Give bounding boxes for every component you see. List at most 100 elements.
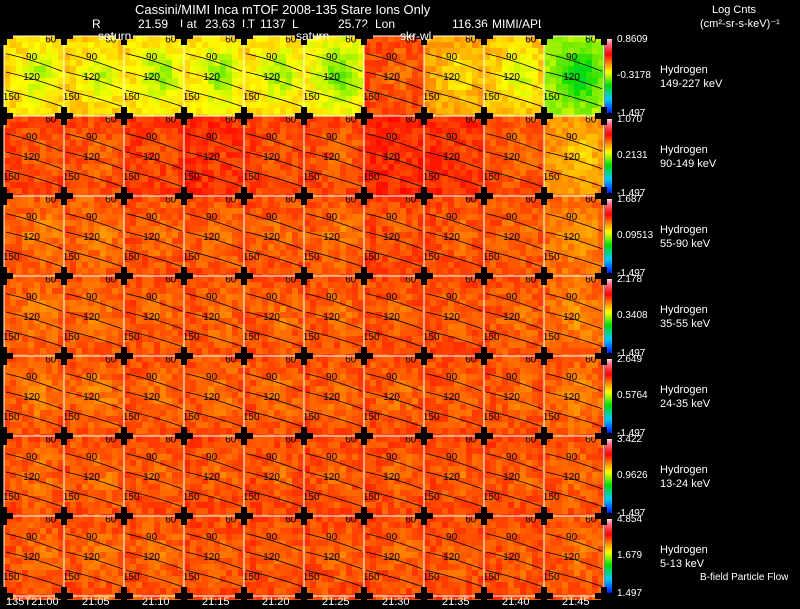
contour-label: 120 [503, 472, 520, 483]
contour-label: 90 [146, 452, 158, 463]
contour-label: 90 [146, 132, 158, 143]
contour-label: 60 [465, 194, 477, 205]
contour-line [545, 53, 603, 72]
contour-line [365, 231, 423, 250]
contour-label: 60 [465, 354, 477, 365]
time-tick-label: 21:45 [562, 596, 590, 608]
contour-label: 90 [86, 212, 98, 223]
cross-marker [295, 267, 313, 285]
cross-marker [475, 187, 493, 205]
cross-marker [535, 187, 553, 205]
contour-line [65, 471, 123, 490]
cross-marker [535, 347, 553, 365]
contour-line [365, 53, 423, 72]
contour-label: 90 [326, 52, 338, 63]
cross-marker [55, 507, 73, 525]
contour-line [245, 133, 303, 152]
contour-label: 90 [506, 452, 518, 463]
contour-label: 120 [83, 232, 100, 243]
contour-line [545, 373, 603, 392]
contour-label: 90 [326, 292, 338, 303]
contour-line [245, 410, 303, 427]
contour-label: 120 [23, 232, 40, 243]
cross-marker [415, 587, 433, 605]
contour-label: 90 [506, 212, 518, 223]
cross-marker [595, 347, 613, 365]
plot-title: Cassini/MIMI Inca mTOF 2008-135 Stare Io… [135, 2, 431, 17]
contour-label: 120 [143, 552, 160, 563]
contour-line [425, 170, 483, 187]
contour-label: 120 [443, 72, 460, 83]
cross-marker [295, 427, 313, 445]
contour-label: 150 [423, 492, 440, 503]
contour-label: 120 [443, 392, 460, 403]
colorbar-4 [605, 356, 612, 437]
contour-line [545, 410, 603, 427]
cross-marker [535, 27, 553, 45]
cross-marker [0, 427, 13, 445]
contour-label: 120 [503, 72, 520, 83]
contour-label: 150 [123, 252, 140, 263]
contour-label: 90 [266, 52, 278, 63]
contour-line [65, 53, 123, 72]
contour-line [305, 151, 363, 170]
contour-label: 90 [86, 452, 98, 463]
contour-label: 60 [45, 434, 57, 445]
cross-marker [475, 347, 493, 365]
contour-line [485, 213, 543, 232]
contour-line [185, 53, 243, 72]
contour-line [485, 391, 543, 410]
cross-marker [595, 427, 613, 445]
contour-label: 90 [26, 452, 38, 463]
contour-label: 150 [483, 252, 500, 263]
contour-label: 60 [45, 514, 57, 525]
colorbar-tick-min: -1.497 [617, 428, 646, 439]
contour-line [485, 570, 543, 587]
contour-label: 60 [225, 434, 237, 445]
contour-label: 150 [183, 332, 200, 343]
contour-line [65, 453, 123, 472]
contour-line [485, 133, 543, 152]
cross-marker [355, 347, 373, 365]
contour-line [245, 533, 303, 552]
cross-marker [115, 347, 133, 365]
contour-label: 90 [86, 372, 98, 383]
contour-label: 150 [3, 332, 20, 343]
row-species-label: Hydrogen [660, 464, 708, 476]
contour-line [125, 293, 183, 312]
contour-label: 90 [326, 212, 338, 223]
contour-label: 150 [63, 572, 80, 583]
contour-label: 90 [386, 132, 398, 143]
contour-line [485, 471, 543, 490]
row-energy-label: 13-24 keV [660, 478, 711, 490]
contour-label: 60 [525, 114, 537, 125]
contour-line [365, 133, 423, 152]
cross-marker [595, 267, 613, 285]
cross-marker [0, 587, 13, 605]
contour-line [185, 170, 243, 187]
contour-label: 60 [525, 434, 537, 445]
contour-label: 120 [443, 232, 460, 243]
contour-label: 90 [506, 132, 518, 143]
contour-label: 90 [386, 52, 398, 63]
units-title: Log Cnts [712, 4, 757, 16]
contour-line [245, 373, 303, 392]
contour-line [65, 293, 123, 312]
contour-label: 60 [525, 34, 537, 45]
contour-label: 150 [63, 92, 80, 103]
contour-line [545, 471, 603, 490]
cross-marker [175, 587, 193, 605]
contour-line [5, 410, 63, 427]
cross-marker [55, 107, 73, 125]
